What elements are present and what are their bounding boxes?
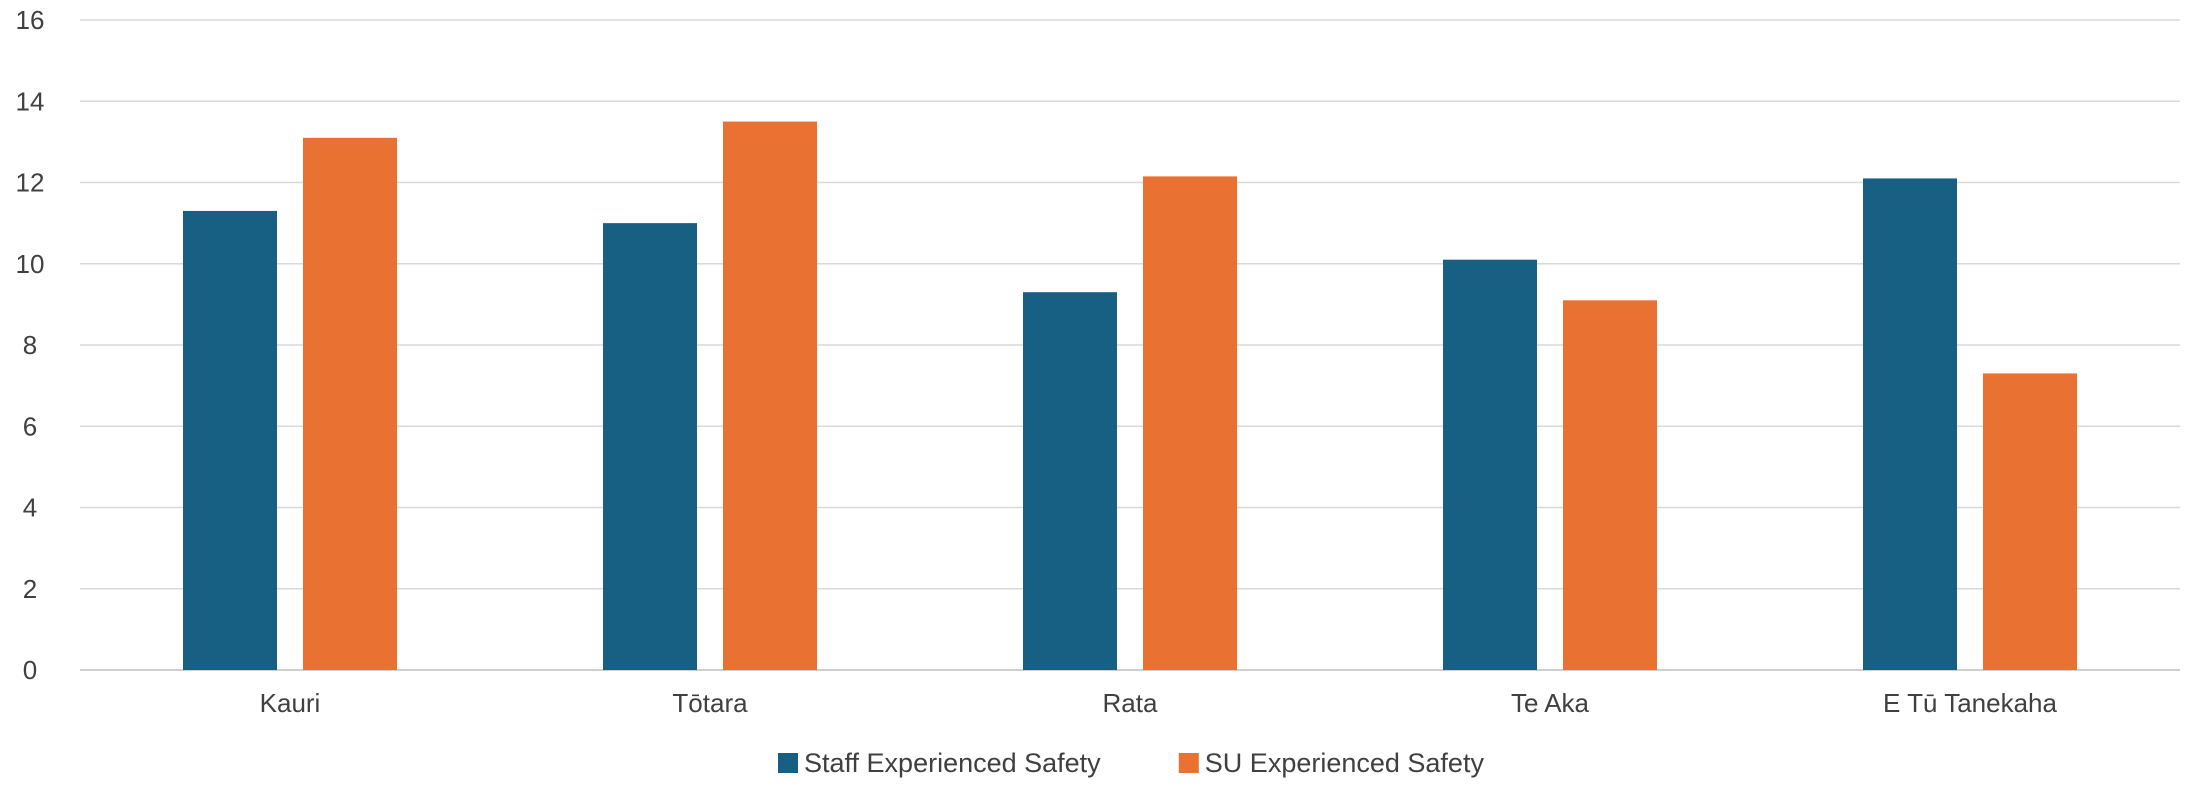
x-axis: Kauri Tōtara Rata Te Aka E Tū Tanekaha: [260, 688, 2058, 718]
y-tick-label: 16: [16, 5, 45, 35]
bar-su-3: [1563, 300, 1657, 670]
bar-staff-0: [183, 210, 277, 670]
legend-swatch-staff: [778, 753, 798, 773]
x-tick-label: Kauri: [260, 688, 321, 718]
y-tick-label: 12: [16, 168, 45, 198]
y-tick-label: 10: [16, 249, 45, 279]
x-tick-label: Rata: [1103, 688, 1158, 718]
bar-staff-1: [603, 223, 697, 670]
legend-label-staff: Staff Experienced Safety: [804, 748, 1101, 778]
legend: Staff Experienced Safety SU Experienced S…: [778, 748, 1484, 778]
bar-su-2: [1143, 176, 1237, 670]
y-tick-label: 8: [23, 330, 37, 360]
x-tick-label: Te Aka: [1511, 688, 1590, 718]
y-tick-label: 2: [23, 574, 37, 604]
y-tick-label: 6: [23, 411, 37, 441]
bar-su-1: [723, 121, 817, 670]
y-tick-label: 0: [23, 655, 37, 685]
y-axis-tick-labels: 0 2 4 6 8 10 12 14 16: [16, 5, 45, 685]
bar-staff-3: [1443, 259, 1537, 670]
bars: [183, 121, 2077, 670]
legend-swatch-su: [1178, 753, 1199, 773]
bar-staff-4: [1863, 178, 1957, 670]
x-tick-label: E Tū Tanekaha: [1883, 688, 2057, 718]
legend-label-su: SU Experienced Safety: [1205, 748, 1485, 778]
x-tick-label: Tōtara: [672, 688, 748, 718]
bar-su-0: [303, 137, 397, 670]
gridlines: [80, 19, 2180, 671]
y-tick-label: 4: [23, 493, 37, 523]
y-tick-label: 14: [16, 86, 45, 116]
bar-su-4: [1983, 373, 2077, 670]
bar-staff-2: [1023, 292, 1117, 670]
